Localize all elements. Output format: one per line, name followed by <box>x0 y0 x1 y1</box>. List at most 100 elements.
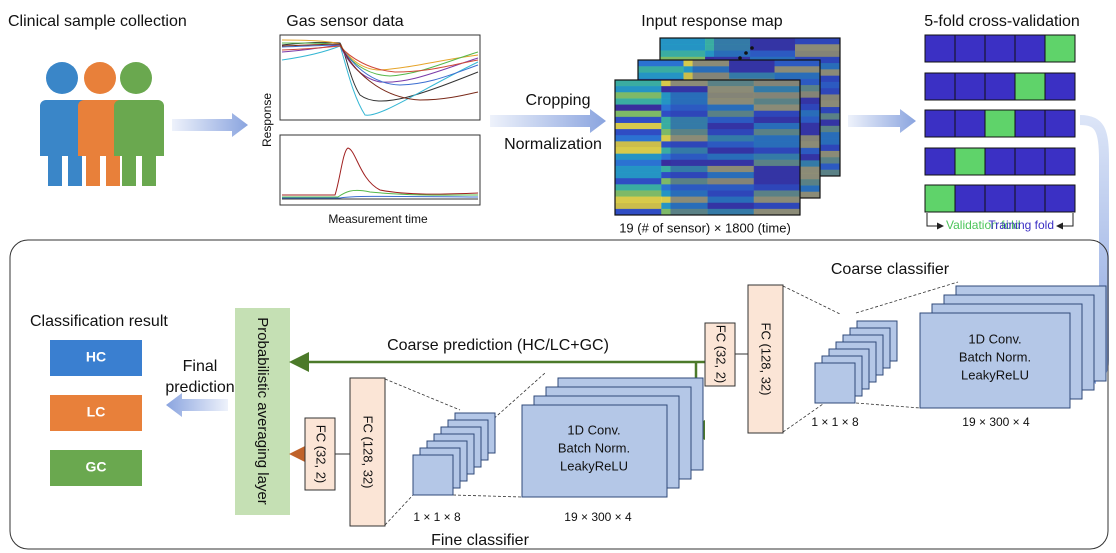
class-label: GC <box>86 459 107 475</box>
heatmap-cell <box>615 209 662 215</box>
fine-classifier: FC (32, 2) FC (128, 32) 1D Conv. Batch No… <box>294 373 703 526</box>
classifier-title: Coarse classifier <box>831 261 950 278</box>
validation-cell <box>1015 73 1045 100</box>
training-cell <box>985 73 1015 100</box>
section-title: Classification result <box>30 313 168 330</box>
heatmap-cell <box>615 166 662 172</box>
validation-cell <box>985 110 1015 137</box>
section-title: Gas sensor data <box>286 13 404 30</box>
heatmap-cell <box>660 38 706 45</box>
prediction-label: Coarse prediction (HC/LC+GC) <box>387 337 609 354</box>
section-title: Input response map <box>641 13 783 30</box>
heatmap-cell <box>615 203 662 209</box>
training-cell <box>985 35 1015 62</box>
heatmap-cell <box>615 178 662 184</box>
training-cell <box>925 73 955 100</box>
bracket <box>927 213 942 226</box>
training-cell <box>1045 185 1075 212</box>
heatmap-cell <box>615 105 662 111</box>
axis-label: Response <box>260 93 274 147</box>
heatmap-cell <box>615 148 662 154</box>
flow-arrow <box>172 113 248 137</box>
section-title: Clinical sample collection <box>8 13 187 30</box>
heatmap-cell <box>638 60 684 67</box>
layer-label: Probabilistic averaging layer <box>254 317 271 505</box>
heatmap-cell <box>615 197 662 203</box>
heatmap-cell <box>615 172 662 178</box>
training-cell <box>955 110 985 137</box>
training-cell <box>1045 73 1075 100</box>
layer-label: FC (32, 2) <box>714 325 729 384</box>
step-label: Normalization <box>504 136 602 153</box>
block-label: 1D Conv. <box>567 422 620 437</box>
head <box>120 62 152 94</box>
shape-label: 1 × 1 × 8 <box>811 415 859 429</box>
dot <box>744 51 748 55</box>
heatmap-cell <box>615 190 662 196</box>
section-title: 5-fold cross-validation <box>924 13 1080 30</box>
shape-label: 19 × 300 × 4 <box>564 510 632 524</box>
step-label: Cropping <box>526 92 591 109</box>
training-cell <box>955 185 985 212</box>
heatmap-cell <box>615 129 662 135</box>
heatmap-cell <box>615 123 662 129</box>
axis-label: Measurement time <box>328 212 428 226</box>
heatmap-cell <box>660 51 706 58</box>
body <box>114 100 164 186</box>
training-cell <box>955 73 985 100</box>
flow-arrow <box>166 393 228 417</box>
shape-label: 19 × 300 × 4 <box>962 415 1030 429</box>
class-label: LC <box>87 404 106 420</box>
training-cell <box>1015 185 1045 212</box>
heatmap-cell <box>615 141 662 147</box>
validation-cell <box>1045 35 1075 62</box>
head <box>46 62 78 94</box>
dot <box>738 56 742 60</box>
heatmap-cell <box>638 66 684 73</box>
block-label: LeakyReLU <box>560 458 628 473</box>
class-label: HC <box>86 349 106 365</box>
heatmap-fade <box>671 80 801 215</box>
heatmap-cell <box>660 44 706 51</box>
layer-label: FC (128, 32) <box>759 323 774 396</box>
validation-cell <box>955 148 985 175</box>
heatmap <box>615 80 801 215</box>
layer-label: FC (32, 2) <box>314 425 329 484</box>
feature-map <box>815 363 855 403</box>
fold-grid <box>925 35 1075 212</box>
training-cell <box>1015 35 1045 62</box>
people-icon <box>40 62 164 186</box>
feature-map <box>413 455 453 495</box>
validation-cell <box>925 185 955 212</box>
flow-arrow <box>848 109 916 133</box>
training-cell <box>1045 110 1075 137</box>
heatmap-cell <box>615 135 662 141</box>
plot-frame <box>280 35 480 120</box>
coarse-classifier: FC (32, 2) FC (128, 32) 1D Conv.Batch No… <box>705 282 1106 433</box>
training-cell <box>925 110 955 137</box>
heatmap-cell <box>615 111 662 117</box>
training-cell <box>955 35 985 62</box>
final-label: prediction <box>165 379 234 396</box>
training-cell <box>925 148 955 175</box>
legend-label: Training fold <box>988 218 1054 232</box>
block-label: Batch Norm. <box>558 440 630 455</box>
heatmap-cell <box>615 80 662 86</box>
layer-label: FC (128, 32) <box>361 416 376 489</box>
caption: 19 (# of sensor) × 1800 (time) <box>619 220 791 235</box>
training-cell <box>1015 110 1045 137</box>
classifier-title: Fine classifier <box>431 532 529 549</box>
heatmap-cell <box>615 92 662 98</box>
heatmap-cell <box>615 160 662 166</box>
flow-arrow <box>490 109 606 133</box>
heatmap-cell <box>615 117 662 123</box>
response-maps <box>615 38 841 215</box>
shape-label: 1 × 1 × 8 <box>413 510 461 524</box>
heatmap-cell <box>615 184 662 190</box>
training-cell <box>1045 148 1075 175</box>
pipeline-diagram: Clinical sample collection Gas sensor da… <box>0 0 1116 553</box>
training-cell <box>1015 148 1045 175</box>
final-label: Final <box>183 358 218 375</box>
heatmap-cell <box>615 86 662 92</box>
training-cell <box>925 35 955 62</box>
